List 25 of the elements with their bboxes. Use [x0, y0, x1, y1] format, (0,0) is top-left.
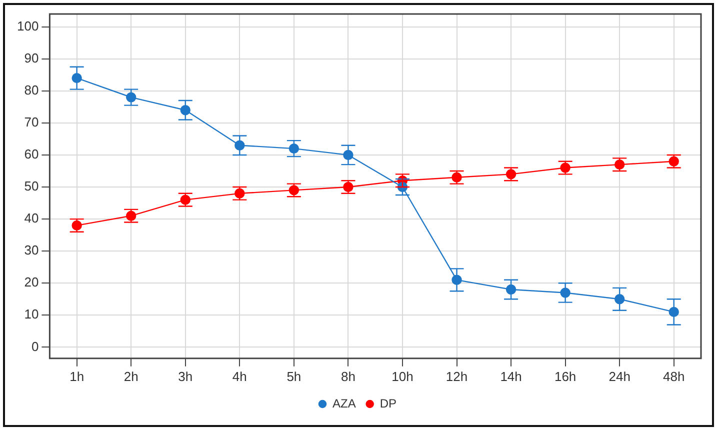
x-tick-label: 48h	[663, 368, 685, 384]
legend-label: DP	[380, 396, 397, 410]
y-tick-label: 20	[24, 274, 39, 290]
y-tick-label: 40	[24, 210, 39, 226]
y-tick-label: 50	[24, 178, 39, 194]
y-tick-label: 100	[16, 18, 39, 34]
x-tick-label: 3h	[178, 368, 193, 384]
x-tick-label: 8h	[340, 368, 356, 384]
y-tick-label: 60	[24, 146, 39, 162]
x-tick-label: 10h	[392, 368, 414, 384]
y-tick-label: 0	[31, 338, 39, 354]
x-tick-label: 5h	[286, 368, 302, 384]
x-tick-label: 24h	[608, 368, 630, 384]
x-tick-label: 4h	[232, 368, 247, 384]
y-tick-label: 10	[24, 306, 39, 322]
x-tick-label: 2h	[124, 368, 138, 384]
x-tick-label: 14h	[500, 368, 522, 384]
legend-label: AZA	[332, 396, 356, 410]
y-tick-label: 70	[24, 114, 39, 130]
x-tick-label: 1h	[70, 368, 84, 384]
x-tick-label: 12h	[446, 368, 468, 384]
y-tick-label: 30	[24, 242, 39, 258]
y-tick-label: 90	[24, 50, 39, 66]
y-tick-label: 80	[24, 82, 39, 98]
x-tick-label: 16h	[554, 368, 576, 384]
